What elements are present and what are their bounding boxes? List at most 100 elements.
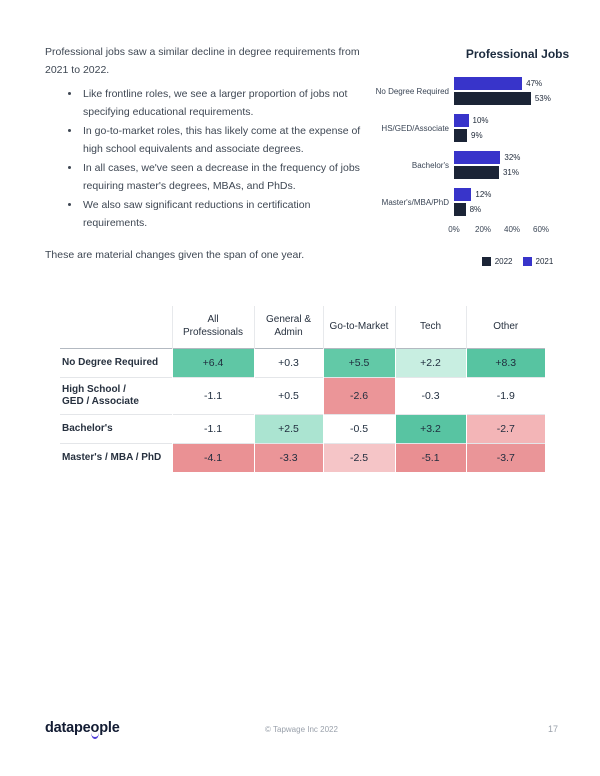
- closing-paragraph: These are material changes given the spa…: [45, 249, 305, 261]
- x-axis-tick: 40%: [503, 225, 521, 234]
- table-row: Bachelor's -1.1 +2.5 -0.5 +3.2 -2.7: [60, 414, 545, 444]
- table-row: High School / GED / Associate -1.1 +0.5 -2.…: [60, 377, 545, 415]
- table-corner-cell: [60, 306, 172, 349]
- chart-title: Professional Jobs: [465, 47, 570, 61]
- delta-table-section: All Professionals General & Admin Go-to-Ma…: [60, 306, 600, 472]
- bar-value-label: 12%: [475, 190, 492, 199]
- legend-item: 2021: [522, 257, 554, 266]
- bar-value-label: 8%: [469, 205, 482, 214]
- bullet-item: In all cases, we've seen a decrease in t…: [81, 159, 367, 195]
- chart-bar-row: 12%: [454, 188, 491, 201]
- bar-2021: [454, 114, 469, 127]
- bar-value-label: 31%: [502, 168, 519, 177]
- chart-bar-row: 32%: [454, 151, 520, 164]
- table-header-row: All Professionals General & Admin Go-to-Ma…: [60, 306, 545, 349]
- bar-2022: [454, 92, 531, 105]
- table-row: No Degree Required +6.4 +0.3 +5.5 +2.2 +8.3: [60, 348, 545, 378]
- delta-cell: -3.3: [253, 443, 323, 472]
- bullet-item: In go-to-market roles, this has likely c…: [81, 122, 367, 158]
- delta-cell: -2.5: [322, 443, 395, 472]
- chart-bar-row: 10%: [454, 114, 489, 127]
- bar-2022: [454, 203, 466, 216]
- chart-category-label: No Degree Required: [375, 86, 449, 96]
- chart-bar-pair: 12% 8%: [454, 188, 491, 216]
- delta-cell: +5.5: [322, 348, 395, 378]
- delta-cell: +3.2: [394, 414, 466, 444]
- chart-container: Professional Jobs No Degree Required 47% 5…: [367, 43, 590, 266]
- bar-2021: [454, 77, 523, 90]
- logo-text: datape: [45, 720, 91, 736]
- logo-text: ple: [99, 720, 120, 736]
- bar-2021: [454, 188, 472, 201]
- delta-cell: -4.1: [171, 443, 254, 472]
- body-text-column: Professional jobs saw a similar decline …: [45, 43, 367, 270]
- chart-bar-row: 53%: [454, 92, 551, 105]
- delta-cell: +8.3: [465, 348, 545, 378]
- degree-delta-table: All Professionals General & Admin Go-to-Ma…: [60, 306, 545, 472]
- column-header: Other: [465, 306, 545, 349]
- delta-cell: -1.1: [171, 414, 254, 444]
- delta-cell: -2.7: [465, 414, 545, 444]
- chart-plot: No Degree Required 47% 53% HS/GED/Associate…: [375, 77, 590, 216]
- legend-swatch-2021: [522, 257, 532, 266]
- bar-value-label: 9%: [471, 131, 483, 140]
- bar-value-label: 32%: [504, 153, 521, 162]
- bar-value-label: 53%: [534, 94, 551, 103]
- datapeople-logo: datapeople: [45, 720, 120, 739]
- bar-2022: [454, 129, 468, 142]
- lead-paragraph: Professional jobs saw a similar decline …: [45, 46, 360, 76]
- bar-2022: [454, 166, 499, 179]
- x-axis-tick: 60%: [532, 225, 550, 234]
- chart-bar-pair: 10% 9%: [454, 114, 489, 142]
- legend-item: 2022: [481, 257, 513, 266]
- column-header: General & Admin: [253, 306, 323, 349]
- row-label: High School / GED / Associate: [62, 384, 139, 407]
- legend-label: 2022: [494, 257, 513, 266]
- top-section: Professional jobs saw a similar decline …: [0, 0, 600, 270]
- delta-cell: -2.6: [322, 377, 395, 415]
- legend-label: 2021: [535, 257, 554, 266]
- delta-cell: -0.5: [322, 414, 395, 444]
- delta-cell: -1.1: [171, 377, 254, 415]
- bar-value-label: 47%: [526, 79, 543, 88]
- legend-swatch-2022: [481, 257, 491, 266]
- chart-bar-row: 31%: [454, 166, 520, 179]
- delta-cell: +0.5: [253, 377, 323, 415]
- bar-2021: [454, 151, 501, 164]
- delta-cell: +6.4: [171, 348, 254, 378]
- row-label: No Degree Required: [62, 357, 159, 368]
- logo-smile-icon: o: [90, 720, 100, 739]
- chart-bar-row: 8%: [454, 203, 491, 216]
- delta-cell: +2.2: [394, 348, 466, 378]
- delta-cell: -1.9: [465, 377, 545, 415]
- bullet-item: Like frontline roles, we see a larger pr…: [81, 85, 367, 121]
- column-header: All Professionals: [171, 306, 254, 349]
- chart-legend: 2022 2021: [445, 257, 590, 266]
- delta-cell: +2.5: [253, 414, 323, 444]
- table-body: No Degree Required +6.4 +0.3 +5.5 +2.2 +8.3 Hi…: [60, 348, 545, 472]
- chart-x-axis: 0% 20% 40% 60%: [448, 225, 590, 237]
- row-label: Bachelor's: [62, 423, 113, 434]
- chart-group: No Degree Required 47% 53%: [375, 77, 590, 105]
- chart-category-label: Bachelor's: [411, 160, 449, 170]
- table-row: Master's / MBA / PhD -4.1 -3.3 -2.5 -5.1 -3.7: [60, 443, 545, 472]
- chart-category-label: Master's/MBA/PhD: [381, 197, 449, 207]
- page-number: 17: [547, 724, 558, 734]
- chart-bar-pair: 32% 31%: [454, 151, 520, 179]
- chart-bar-row: 9%: [454, 129, 489, 142]
- chart-group: Master's/MBA/PhD 12% 8%: [375, 188, 590, 216]
- x-axis-tick: 20%: [474, 225, 492, 234]
- chart-bar-pair: 47% 53%: [454, 77, 551, 105]
- column-header: Go-to-Market: [322, 306, 395, 349]
- delta-cell: -5.1: [394, 443, 466, 472]
- row-label: Master's / MBA / PhD: [62, 452, 162, 463]
- delta-cell: -0.3: [394, 377, 466, 415]
- chart-category-label: HS/GED/Associate: [381, 123, 449, 133]
- column-header: Tech: [394, 306, 466, 349]
- copyright-text: © Tapwage Inc 2022: [265, 725, 338, 734]
- page-footer: datapeople © Tapwage Inc 2022 17: [45, 718, 558, 744]
- chart-group: HS/GED/Associate 10% 9%: [375, 114, 590, 142]
- bullet-list: Like frontline roles, we see a larger pr…: [45, 85, 367, 232]
- x-axis-tick: 0%: [448, 225, 460, 234]
